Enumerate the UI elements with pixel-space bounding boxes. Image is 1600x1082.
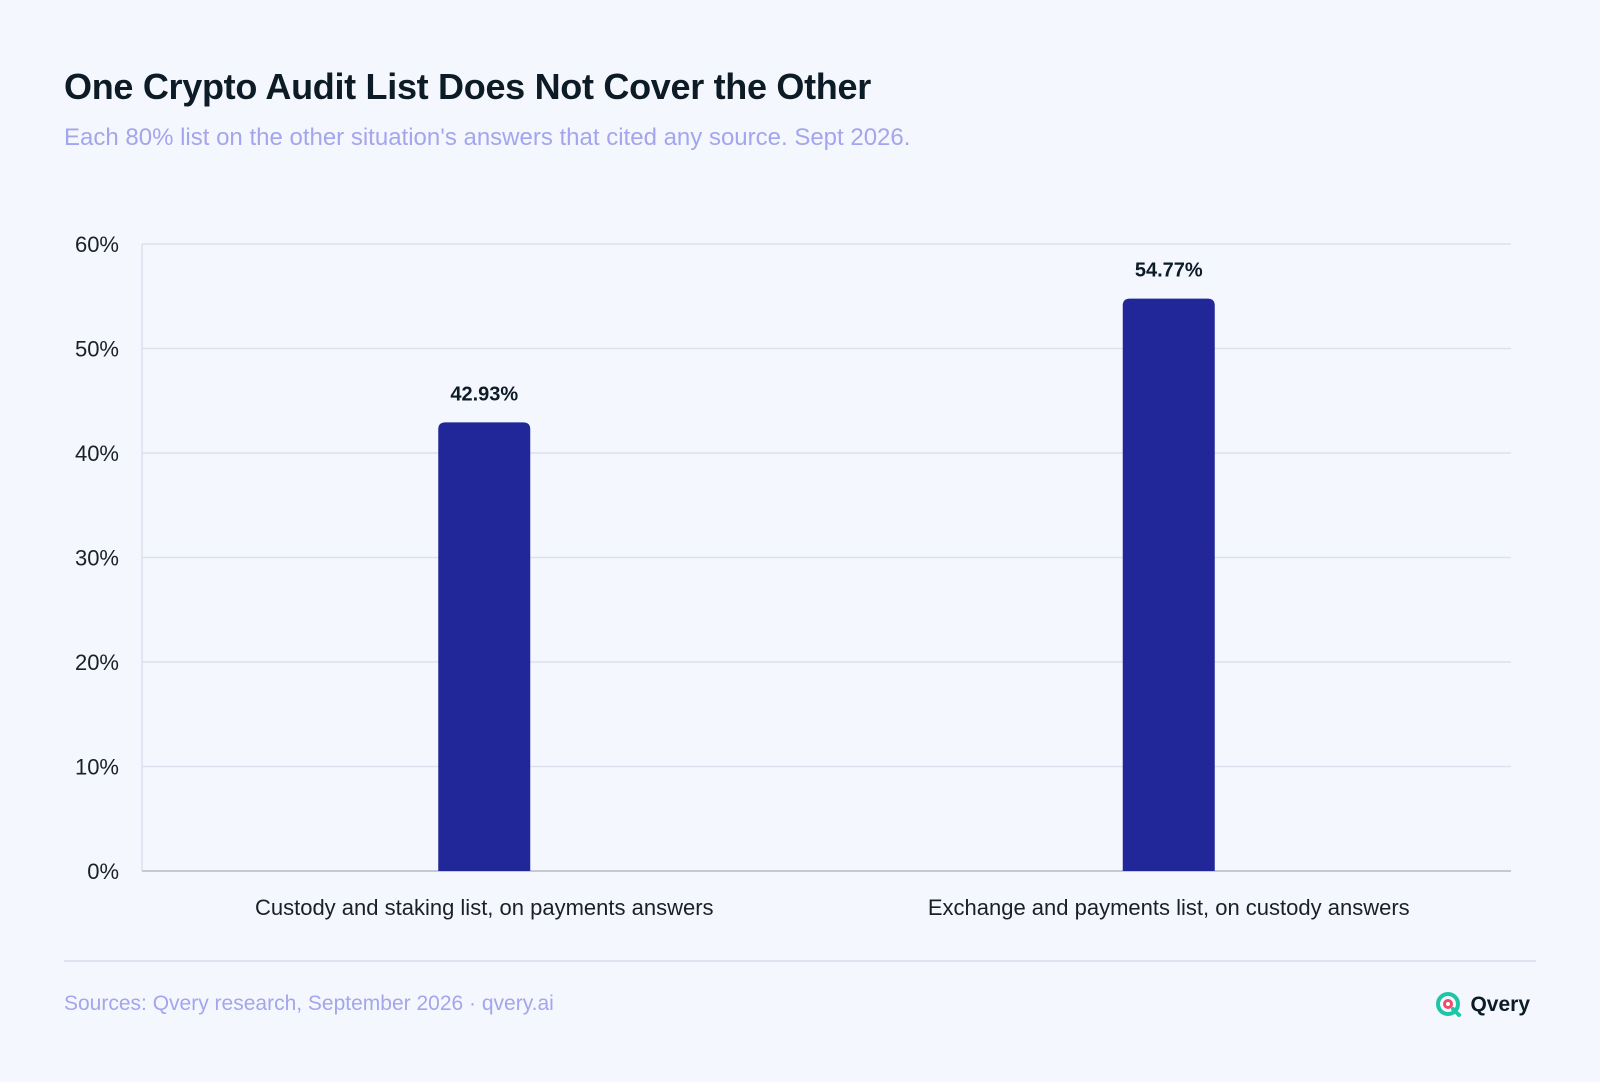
bar-chart: 0% 10% 20% 30% 40% 50% 60% 42.93% Custody and st… [75, 232, 1511, 920]
bar-value-label: 54.77% [1135, 260, 1203, 282]
brand-name: Qvery [1470, 993, 1530, 1016]
qvery-logo-icon [1436, 992, 1462, 1017]
y-tick-label: 10% [75, 755, 119, 780]
brand[interactable]: Qvery [1436, 992, 1530, 1018]
y-tick-label: 20% [75, 650, 119, 675]
footer-divider [64, 960, 1536, 962]
y-tick-label: 60% [75, 232, 119, 257]
y-tick-label: 30% [75, 546, 119, 571]
footer-source: Sources: Qvery research, September 2026 … [64, 992, 554, 1015]
y-tick-label: 0% [87, 859, 119, 884]
bar [1122, 298, 1215, 871]
y-tick-label: 50% [75, 337, 119, 362]
x-category-label: Custody and staking list, on payments an… [255, 895, 714, 920]
x-category-label: Exchange and payments list, on custody a… [928, 895, 1410, 920]
bar [438, 422, 531, 871]
y-tick-label: 40% [75, 441, 119, 466]
chart-title: One Crypto Audit List Does Not Cover the… [64, 66, 871, 107]
bar-value-label: 42.93% [450, 383, 518, 405]
chart-subtitle: Each 80% list on the other situation's a… [64, 124, 911, 151]
